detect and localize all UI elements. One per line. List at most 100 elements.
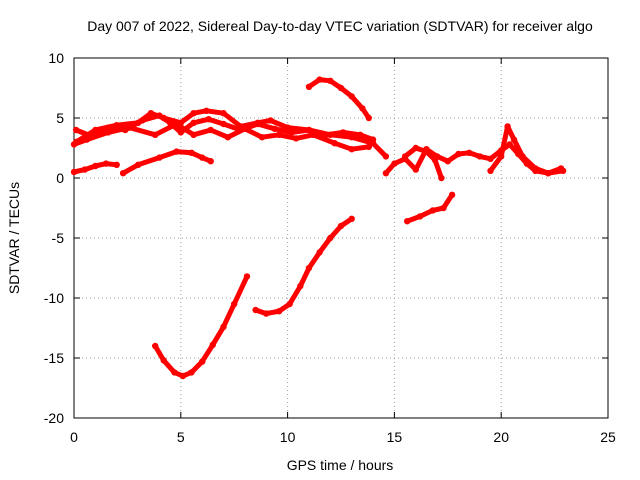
y-tick-label: -20	[44, 410, 64, 426]
y-tick-labels: -20 -15 -10 -5 0 5 10	[44, 50, 64, 426]
chart-title: Day 007 of 2022, Sidereal Day-to-day VTE…	[87, 18, 593, 34]
data-point	[557, 165, 565, 172]
data-point	[316, 249, 323, 256]
series-sat-k	[152, 273, 251, 380]
x-axis-label: GPS time / hours	[287, 457, 394, 473]
data-point	[412, 166, 419, 173]
data-point	[416, 213, 424, 220]
data-point	[305, 126, 313, 134]
data-point	[305, 264, 313, 272]
data-point	[70, 168, 78, 176]
series-layer	[70, 76, 567, 380]
data-point	[297, 282, 304, 290]
series-sat-i	[401, 144, 445, 182]
data-point	[455, 150, 462, 158]
data-point	[188, 149, 195, 156]
data-point	[190, 119, 197, 127]
data-point	[179, 372, 187, 380]
data-point	[466, 149, 473, 156]
x-tick-label: 0	[70, 429, 78, 445]
series-line	[306, 77, 372, 121]
data-point	[404, 218, 411, 225]
data-point	[391, 160, 398, 167]
data-point	[284, 124, 291, 131]
data-point	[113, 122, 120, 129]
data-point	[337, 84, 345, 92]
data-point	[190, 110, 197, 117]
data-point	[199, 154, 206, 161]
data-point	[448, 191, 456, 198]
data-point	[134, 161, 142, 168]
series-line	[253, 216, 355, 317]
data-point	[519, 153, 526, 160]
data-point	[173, 120, 180, 128]
data-point	[171, 369, 178, 376]
x-tick-label: 10	[280, 429, 296, 445]
data-point	[231, 300, 238, 308]
data-point	[498, 153, 505, 160]
data-point	[275, 308, 283, 315]
data-point	[190, 131, 197, 138]
series-line	[71, 121, 372, 152]
data-point	[504, 123, 511, 130]
data-point	[382, 170, 390, 177]
data-point	[83, 136, 91, 143]
data-point	[382, 153, 390, 160]
data-point	[134, 119, 142, 127]
data-point	[105, 129, 112, 136]
data-point	[267, 117, 274, 124]
data-point	[412, 144, 419, 152]
y-tick-label: 0	[56, 170, 64, 186]
data-point	[288, 129, 296, 136]
data-point	[510, 136, 518, 143]
data-point	[327, 234, 334, 242]
series-sat-j	[487, 123, 565, 177]
data-point	[147, 110, 155, 117]
data-point	[160, 357, 167, 364]
data-point	[70, 141, 78, 148]
data-point	[327, 131, 334, 138]
data-point	[72, 126, 80, 134]
data-point	[286, 300, 293, 308]
data-point	[241, 125, 249, 132]
data-point	[357, 131, 364, 138]
data-point	[92, 126, 99, 134]
data-point	[271, 125, 278, 132]
data-point	[207, 126, 214, 134]
data-point	[177, 129, 184, 136]
data-point	[487, 155, 494, 162]
data-point	[476, 153, 483, 160]
data-point	[545, 170, 552, 177]
y-tick-label: 10	[48, 50, 64, 66]
x-tick-label: 25	[600, 429, 616, 445]
data-point	[532, 165, 539, 172]
data-point	[252, 306, 259, 314]
data-point	[224, 134, 231, 141]
data-point	[203, 107, 210, 115]
data-point	[348, 215, 355, 222]
data-point	[119, 170, 127, 177]
data-point	[365, 114, 372, 122]
data-point	[369, 140, 377, 147]
data-point	[205, 116, 212, 123]
data-point	[243, 273, 251, 280]
x-tick-labels: 0 5 10 15 20 25	[70, 429, 616, 445]
data-point	[188, 369, 195, 376]
data-point	[305, 83, 313, 91]
data-point	[348, 134, 355, 141]
data-point	[506, 141, 513, 148]
data-point	[348, 146, 355, 153]
data-point	[292, 135, 300, 142]
y-tick-label: -15	[44, 350, 64, 366]
data-point	[207, 158, 214, 165]
data-point	[220, 110, 227, 117]
data-point	[220, 323, 227, 330]
data-point	[113, 161, 120, 168]
data-point	[337, 222, 345, 230]
data-point	[401, 153, 409, 160]
series-sat-h	[404, 191, 456, 225]
series-sat-l	[252, 215, 355, 317]
data-point	[173, 148, 180, 155]
data-point	[444, 158, 451, 165]
data-point	[348, 93, 355, 100]
